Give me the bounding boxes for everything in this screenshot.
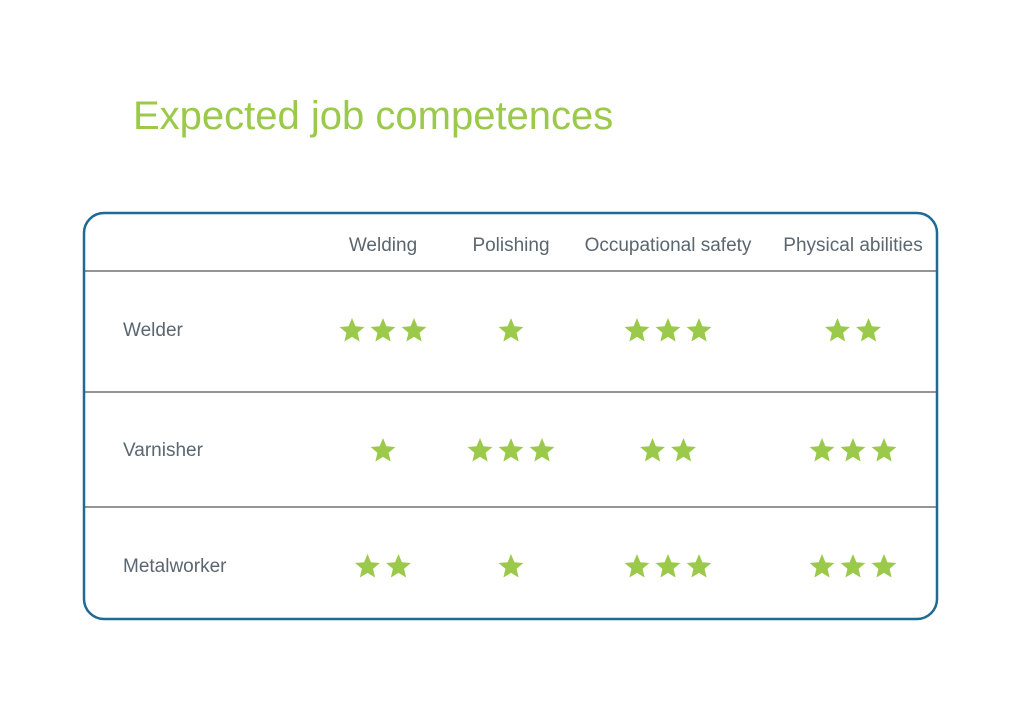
star	[671, 438, 696, 462]
star	[686, 554, 712, 578]
star-rating	[498, 554, 524, 578]
column-header: Physical abilities	[783, 235, 922, 256]
star-rating	[339, 318, 427, 342]
star-rating	[498, 318, 524, 342]
column-header: Welding	[349, 235, 417, 256]
star	[871, 554, 897, 578]
star-rating	[825, 318, 881, 342]
star-rating	[370, 438, 396, 462]
star	[498, 554, 524, 578]
row-label: Varnisher	[123, 440, 204, 461]
star	[370, 438, 396, 462]
star	[856, 318, 881, 342]
star-rating	[809, 554, 897, 578]
star	[498, 438, 524, 462]
star	[498, 318, 524, 342]
star	[655, 554, 681, 578]
star-rating	[809, 438, 897, 462]
star	[840, 554, 866, 578]
row-label: Welder	[123, 320, 184, 341]
star	[370, 318, 396, 342]
star-rating	[624, 554, 712, 578]
star	[809, 554, 835, 578]
star-rating	[624, 318, 712, 342]
star	[624, 554, 650, 578]
star	[640, 438, 665, 462]
star	[686, 318, 712, 342]
star	[529, 438, 555, 462]
star	[871, 438, 897, 462]
table: Welding Polishing Occupational safety Physi…	[84, 235, 937, 578]
star	[655, 318, 681, 342]
star-rating	[355, 554, 411, 578]
star	[339, 318, 365, 342]
star	[825, 318, 850, 342]
star	[386, 554, 411, 578]
star	[467, 438, 493, 462]
star	[355, 554, 380, 578]
star-rating	[467, 438, 555, 462]
table-frame	[82, 211, 939, 621]
star	[624, 318, 650, 342]
star	[809, 438, 835, 462]
row-label: Metalworker	[123, 556, 227, 577]
column-header: Polishing	[472, 235, 549, 256]
title: Expected job competences	[133, 94, 613, 138]
column-header: Occupational safety	[585, 235, 752, 256]
star-rating	[640, 438, 696, 462]
star	[840, 438, 866, 462]
star	[401, 318, 427, 342]
